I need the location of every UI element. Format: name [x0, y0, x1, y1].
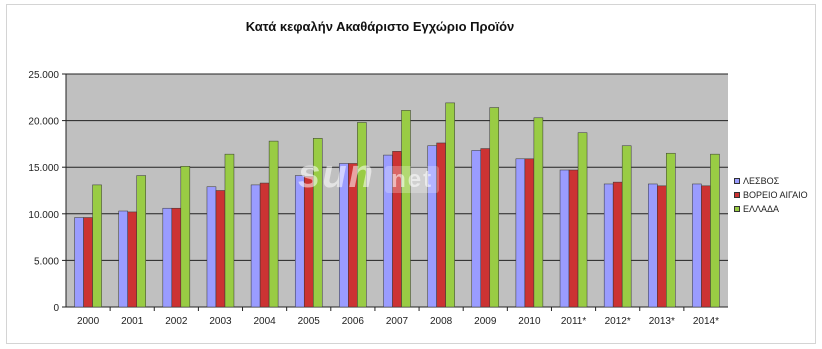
bar-lesvos [250, 184, 261, 308]
legend-item-voreio-aigaio: ΒΟΡΕΙΟ ΑΙΓΑΙΟ [734, 190, 808, 201]
bar-ellada [533, 117, 544, 308]
legend: ΛΕΣΒΟΣ ΒΟΡΕΙΟ ΑΙΓΑΙΟ ΕΛΛΑΔΑ [734, 176, 808, 218]
x-tick-label: 2011* [561, 316, 587, 327]
legend-label-ellada: ΕΛΛΑΔΑ [743, 204, 780, 214]
legend-swatch-ellada [734, 206, 740, 212]
bar-lesvos [471, 150, 482, 308]
y-tick-label: 15.000 [28, 163, 59, 174]
bar-voreio_aigaio [83, 217, 93, 308]
bar-lesvos [648, 183, 658, 308]
bar-voreio_aigaio [701, 185, 711, 308]
bar-voreio_aigaio [480, 148, 491, 308]
bar-voreio_aigaio [215, 190, 226, 308]
y-tick-label: 5.000 [34, 256, 59, 267]
bar-voreio_aigaio [612, 181, 623, 308]
x-tick-label: 2013* [649, 316, 675, 327]
bar-ellada [445, 102, 455, 308]
bar-lesvos [692, 183, 702, 308]
y-tick-label: 0 [53, 303, 59, 314]
legend-item-ellada: ΕΛΛΑΔΑ [734, 204, 808, 215]
bar-ellada [577, 132, 588, 308]
bar-ellada [401, 110, 411, 308]
x-tick-label: 2000 [77, 316, 100, 327]
bar-ellada [621, 145, 632, 308]
bar-ellada [136, 175, 146, 308]
x-tick-label: 2007 [386, 316, 409, 327]
bar-ellada [180, 166, 191, 308]
bar-ellada [92, 184, 102, 308]
legend-swatch-lesvos [734, 178, 740, 184]
bar-lesvos [118, 210, 128, 308]
x-tick-label: 2010 [518, 316, 541, 327]
y-tick-label: 20.000 [28, 117, 59, 128]
x-tick-label: 2003 [209, 316, 232, 327]
bar-ellada [666, 152, 676, 308]
bar-lesvos [162, 207, 173, 308]
bar-lesvos [515, 158, 526, 308]
bar-lesvos [383, 154, 393, 308]
legend-swatch-voreio-aigaio [734, 192, 740, 198]
x-tick-label: 2009 [474, 316, 497, 327]
bar-voreio_aigaio [127, 211, 137, 308]
y-tick-label: 10.000 [28, 210, 59, 221]
bar-voreio_aigaio [303, 176, 314, 308]
x-tick-label: 2014* [693, 316, 719, 327]
x-tick-label: 2004 [253, 316, 276, 327]
chart-title: Κατά κεφαλήν Ακαθάριστο Εγχώριο Προϊόν [245, 19, 515, 34]
legend-label-voreio-aigaio: ΒΟΡΕΙΟ ΑΙΓΑΙΟ [743, 190, 808, 200]
x-tick-label: 2008 [430, 316, 453, 327]
bar-voreio_aigaio [524, 158, 535, 308]
legend-item-lesvos: ΛΕΣΒΟΣ [734, 176, 808, 187]
x-tick-label: 2012* [605, 316, 631, 327]
x-tick-label: 2002 [165, 316, 188, 327]
bar-voreio_aigaio [348, 163, 358, 308]
x-tick-label: 2001 [121, 316, 144, 327]
bar-lesvos [603, 183, 614, 308]
bar-lesvos [294, 175, 305, 308]
bar-voreio_aigaio [657, 185, 667, 308]
x-tick-label: 2005 [298, 316, 321, 327]
bar-lesvos [427, 145, 437, 308]
bar-ellada [489, 107, 500, 308]
bar-voreio_aigaio [568, 169, 579, 308]
bar-voreio_aigaio [392, 151, 402, 308]
bar-lesvos [339, 163, 349, 308]
bar-ellada [224, 153, 235, 308]
bar-ellada [710, 153, 720, 308]
bar-voreio_aigaio [171, 207, 182, 308]
x-tick-label: 2006 [342, 316, 365, 327]
bar-voreio_aigaio [259, 182, 270, 308]
bar-lesvos [206, 186, 217, 308]
y-tick-label: 25.000 [28, 70, 59, 81]
bar-lesvos [559, 169, 570, 308]
bar-ellada [357, 122, 367, 308]
legend-label-lesvos: ΛΕΣΒΟΣ [743, 176, 780, 186]
bar-ellada [312, 138, 323, 308]
bar-voreio_aigaio [436, 142, 446, 308]
bar-ellada [268, 140, 279, 308]
bar-lesvos [74, 217, 84, 308]
